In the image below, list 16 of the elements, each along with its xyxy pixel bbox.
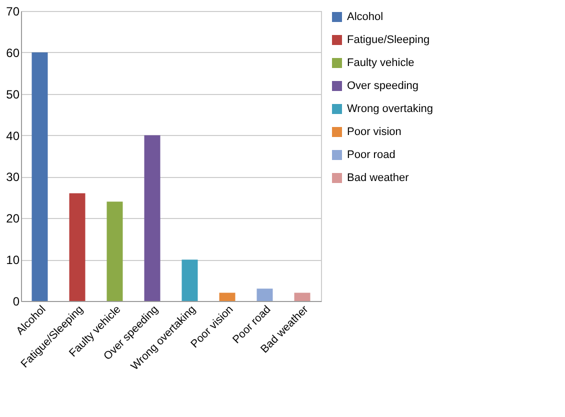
y-tick-label: 60: [6, 46, 20, 60]
y-tick-label: 30: [6, 170, 20, 184]
y-tick-label: 10: [6, 253, 20, 268]
legend-label: Faulty vehicle: [347, 57, 414, 69]
legend-label: Alcohol: [347, 11, 384, 23]
legend-label: Bad weather: [347, 172, 410, 184]
legend-label: Fatigue/Sleeping: [347, 34, 430, 46]
y-tick-label: 40: [6, 128, 20, 143]
y-tick-label: 20: [6, 212, 20, 226]
legend-label: Over speeding: [347, 80, 419, 92]
y-tick-label: 70: [6, 4, 20, 18]
legend-label: Wrong overtaking: [347, 103, 434, 115]
y-tick-label: 50: [6, 87, 20, 102]
legend-label: Poor road: [347, 149, 396, 161]
y-tick-label: 0: [12, 294, 20, 308]
legend-label: Poor vision: [347, 126, 402, 138]
